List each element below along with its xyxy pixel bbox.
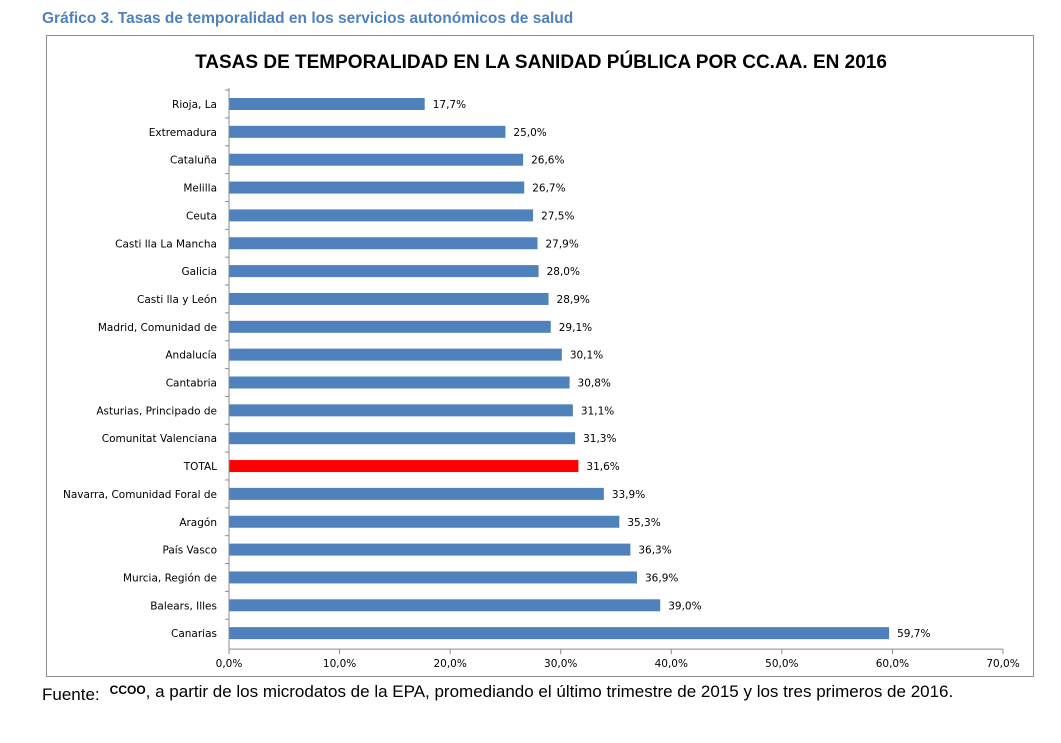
bar <box>229 432 576 445</box>
bar <box>229 98 425 110</box>
category-label: Rioja, La <box>172 99 217 111</box>
value-label: 28,0% <box>547 266 580 278</box>
value-label: 27,5% <box>541 210 574 222</box>
bar <box>229 599 661 612</box>
value-label: 31,3% <box>583 433 616 445</box>
bar <box>229 181 525 194</box>
category-label: Cataluña <box>170 155 217 167</box>
x-tick-label: 60,0% <box>876 658 909 670</box>
x-tick-label: 70,0% <box>986 658 1019 670</box>
bar <box>229 125 506 138</box>
category-label: Casti lla y León <box>137 294 217 306</box>
category-label: Asturias, Principado de <box>96 405 217 417</box>
category-label: Balears, Illes <box>150 600 217 612</box>
value-label: 30,8% <box>578 378 611 390</box>
value-label: 33,9% <box>612 489 645 501</box>
bar <box>229 376 570 389</box>
source-text: , a partir de los microdatos de la EPA, … <box>145 682 954 701</box>
x-tick-label: 40,0% <box>655 658 688 670</box>
x-tick-label: 50,0% <box>765 658 798 670</box>
bar <box>229 487 604 500</box>
chart-frame: TASAS DE TEMPORALIDAD EN LA SANIDAD PÚBL… <box>46 35 1034 677</box>
category-label: Melilla <box>183 183 217 195</box>
value-label: 25,0% <box>513 127 546 139</box>
category-label: País Vasco <box>163 545 218 557</box>
value-label: 39,0% <box>668 600 701 612</box>
category-label: TOTAL <box>183 461 217 473</box>
category-label: Comunitat Valenciana <box>102 433 217 445</box>
chart-title: TASAS DE TEMPORALIDAD EN LA SANIDAD PÚBL… <box>195 51 887 73</box>
category-label: Murcia, Región de <box>123 572 217 584</box>
value-label: 29,1% <box>559 322 592 334</box>
x-tick-label: 10,0% <box>323 658 356 670</box>
value-label: 31,6% <box>586 461 619 473</box>
x-tick-label: 30,0% <box>544 658 577 670</box>
value-label: 35,3% <box>627 517 660 529</box>
source-prefix: Fuente: <box>42 685 100 704</box>
x-tick-label: 0,0% <box>216 658 243 670</box>
bar-chart: TASAS DE TEMPORALIDAD EN LA SANIDAD PÚBL… <box>63 51 1020 670</box>
value-label: 27,9% <box>545 238 578 250</box>
value-label: 31,1% <box>581 405 614 417</box>
bar <box>229 571 638 584</box>
value-label: 28,9% <box>557 294 590 306</box>
value-label: 30,1% <box>570 350 603 362</box>
source-org: CCOO <box>109 683 146 697</box>
bar <box>229 265 539 278</box>
bar <box>229 348 562 361</box>
bar <box>229 153 524 166</box>
bar <box>229 209 534 222</box>
category-label: Canarias <box>171 628 217 640</box>
category-label: Galicia <box>181 266 217 278</box>
source-note: Fuente: CCOO, a partir de los microdatos … <box>42 682 953 705</box>
category-label: Cantabria <box>166 378 217 390</box>
category-label: Madrid, Comunidad de <box>98 322 217 334</box>
bar <box>229 627 890 640</box>
bar <box>229 237 538 250</box>
value-label: 26,6% <box>531 155 564 167</box>
category-label: Casti lla La Mancha <box>115 238 217 250</box>
bar <box>229 404 573 417</box>
figure-caption: Gráfico 3. Tasas de temporalidad en los … <box>42 10 574 27</box>
category-label: Extremadura <box>149 127 217 139</box>
bar-total <box>229 460 579 473</box>
value-label: 36,9% <box>645 572 678 584</box>
category-label: Andalucía <box>165 350 217 362</box>
value-label: 26,7% <box>532 183 565 195</box>
bar <box>229 292 549 305</box>
value-label: 36,3% <box>638 545 671 557</box>
value-label: 17,7% <box>433 99 466 111</box>
bar <box>229 320 551 333</box>
value-label: 59,7% <box>897 628 930 640</box>
bar <box>229 543 631 556</box>
category-label: Navarra, Comunidad Foral de <box>63 489 217 501</box>
category-label: Aragón <box>179 517 217 529</box>
category-label: Ceuta <box>186 210 217 222</box>
bar <box>229 515 620 528</box>
x-tick-label: 20,0% <box>433 658 466 670</box>
